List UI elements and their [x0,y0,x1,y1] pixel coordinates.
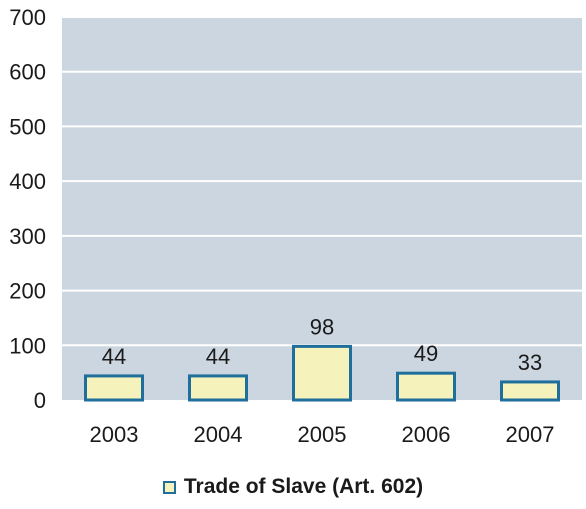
bar-2005 [292,344,352,402]
y-tick-label: 400 [9,169,46,194]
gridlines [62,16,582,347]
y-tick-label: 200 [9,279,46,304]
y-tick-label: 100 [9,333,46,358]
bar-2006 [396,371,456,402]
data-labels: 44 44 98 49 33 [102,314,542,375]
legend-swatch [162,480,176,494]
data-label: 98 [310,314,334,339]
y-tick-label: 500 [9,114,46,139]
data-label: 33 [518,350,542,375]
x-tick-label: 2004 [194,422,243,447]
data-label: 49 [414,341,438,366]
x-tick-label: 2007 [506,422,555,447]
y-tick-label: 600 [9,60,46,85]
data-label: 44 [102,344,126,369]
y-tick-label: 0 [34,388,46,413]
bar-2007 [500,380,560,402]
y-tick-label: 700 [9,5,46,30]
data-label: 44 [206,344,230,369]
x-tick-label: 2005 [298,422,347,447]
x-tick-label: 2003 [90,422,139,447]
bars [84,344,560,402]
bar-2004 [188,374,248,402]
y-axis-tick-labels: 0 100 200 300 400 500 600 700 [9,5,46,413]
legend-label: Trade of Slave (Art. 602) [183,475,424,498]
y-tick-label: 300 [9,224,46,249]
x-tick-label: 2006 [402,422,451,447]
bar-2003 [84,374,144,402]
x-axis-tick-labels: 2003 2004 2005 2006 2007 [90,422,555,447]
legend: Trade of Slave (Art. 602) [0,472,586,502]
plot-area [62,17,582,400]
